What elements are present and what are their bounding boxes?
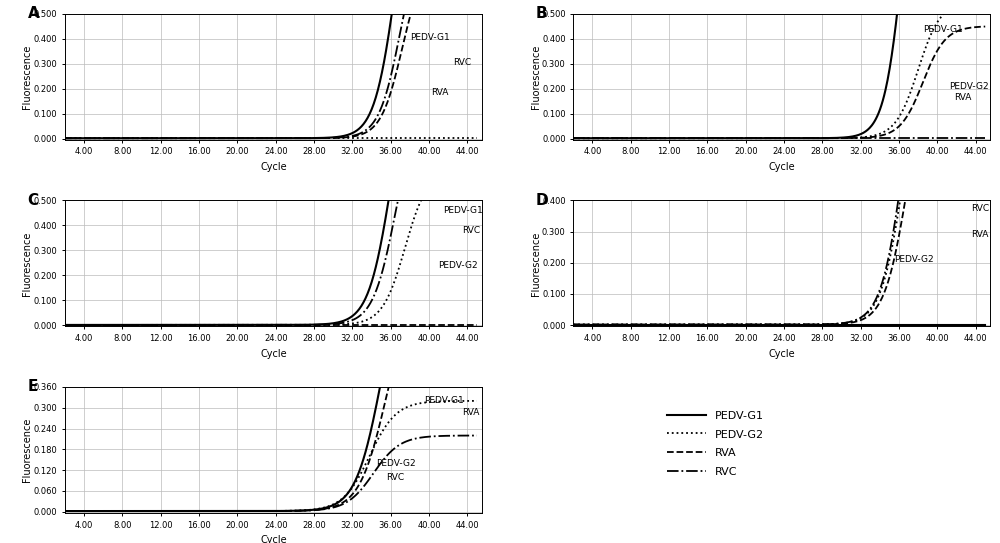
Y-axis label: Fluorescence: Fluorescence [22,45,32,109]
Text: RVA: RVA [971,230,988,239]
Text: D: D [536,193,548,208]
Text: RVC: RVC [386,473,404,482]
X-axis label: Cycle: Cycle [260,349,287,358]
Text: PEDV-G1: PEDV-G1 [410,33,450,42]
Text: A: A [28,6,39,21]
Text: E: E [28,380,38,394]
Text: RVA: RVA [463,408,480,418]
Legend: PEDV-G1, PEDV-G2, RVA, RVC: PEDV-G1, PEDV-G2, RVA, RVC [662,406,768,482]
Text: PEDV-G2: PEDV-G2 [439,261,478,270]
Y-axis label: Fluorescence: Fluorescence [22,231,32,295]
X-axis label: Cycle: Cycle [768,349,795,358]
Text: C: C [28,193,39,208]
Text: RVC: RVC [453,58,471,67]
Text: RVA: RVA [955,93,972,102]
X-axis label: Cycle: Cycle [260,535,287,543]
Text: RVC: RVC [463,226,481,235]
Text: PEDV-G2: PEDV-G2 [949,81,988,91]
Y-axis label: Fluorescence: Fluorescence [531,45,541,109]
X-axis label: Cycle: Cycle [260,162,287,172]
Text: RVC: RVC [971,204,989,213]
Text: PEDV-G2: PEDV-G2 [894,255,934,264]
Text: PEDV-G1: PEDV-G1 [443,206,483,215]
Text: PEDV-G1: PEDV-G1 [923,26,963,34]
X-axis label: Cycle: Cycle [768,162,795,172]
Y-axis label: Fluorescence: Fluorescence [22,418,32,482]
Text: PEDV-G1: PEDV-G1 [424,396,464,405]
Y-axis label: Fluorescence: Fluorescence [531,231,541,295]
Text: PEDV-G2: PEDV-G2 [376,459,416,469]
Text: B: B [536,6,547,21]
Text: RVA: RVA [431,88,448,97]
